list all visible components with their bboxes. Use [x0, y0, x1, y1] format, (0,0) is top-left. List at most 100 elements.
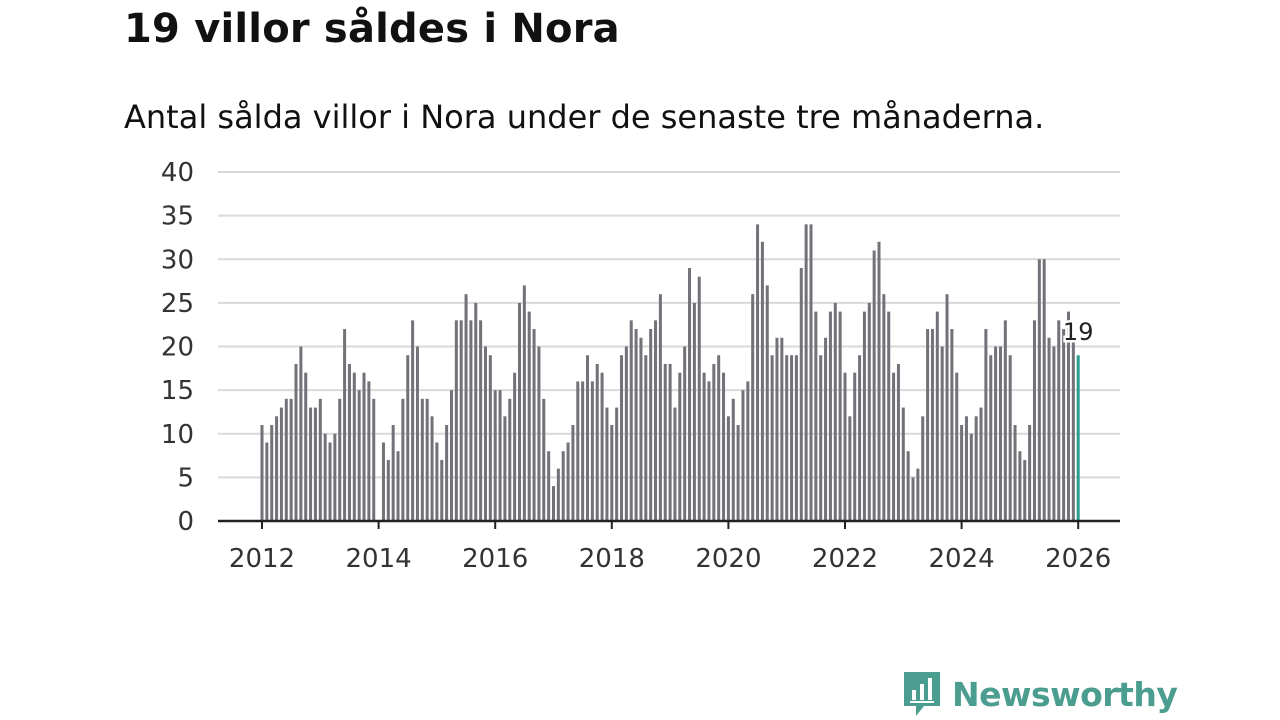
bar — [289, 398, 293, 521]
newsworthy-logo: Newsworthy — [902, 670, 1178, 718]
bar — [896, 363, 900, 521]
bar — [853, 372, 857, 521]
bar — [775, 337, 779, 521]
bar — [935, 311, 939, 521]
bar — [323, 433, 327, 521]
y-tick-label: 35 — [161, 202, 194, 232]
bar — [1066, 311, 1070, 521]
bar — [318, 398, 322, 521]
bar — [503, 416, 507, 521]
bar — [265, 442, 269, 521]
bar — [1042, 259, 1046, 521]
bar — [352, 372, 356, 521]
bar — [610, 425, 614, 521]
bar — [527, 311, 531, 521]
bar — [347, 363, 351, 521]
bar — [445, 425, 449, 521]
y-tick-label: 20 — [161, 333, 194, 363]
bar — [974, 416, 978, 521]
x-tick-label: 2026 — [1045, 544, 1111, 574]
bar — [401, 398, 405, 521]
bar — [537, 346, 541, 521]
bar — [1023, 459, 1027, 521]
chart-subtitle: Antal sålda villor i Nora under de senas… — [124, 98, 1045, 136]
bar — [624, 346, 628, 521]
bar — [581, 381, 585, 521]
bar — [833, 302, 837, 521]
bar — [799, 267, 803, 521]
bar — [576, 381, 580, 521]
y-tick-label: 10 — [161, 420, 194, 450]
bar — [435, 442, 439, 521]
bar — [760, 241, 764, 522]
x-tick-label: 2012 — [229, 544, 295, 574]
bar — [828, 311, 832, 521]
bar — [1028, 425, 1032, 521]
bar-chart: 0 5 10 15 20 25 30 35 40 2012 2014 2016 2018 2020 2022… — [161, 158, 1120, 574]
bar — [688, 267, 692, 521]
bar — [333, 433, 337, 521]
x-tick-label: 2020 — [695, 544, 761, 574]
bar — [930, 329, 934, 521]
bar — [420, 398, 424, 521]
bar — [673, 407, 677, 521]
bar — [911, 477, 915, 521]
bar — [270, 425, 274, 521]
bar — [260, 425, 264, 521]
bar — [425, 398, 429, 521]
bar — [459, 320, 463, 521]
bar — [658, 294, 662, 521]
bar — [449, 390, 453, 521]
bar — [926, 329, 930, 521]
y-tick-label: 25 — [161, 289, 194, 319]
bar — [542, 398, 546, 521]
bar — [955, 372, 959, 521]
bar — [717, 355, 721, 521]
highlight-label: 19 — [1063, 318, 1094, 346]
bar — [566, 442, 570, 521]
bar — [843, 372, 847, 521]
bar — [867, 302, 871, 521]
bar — [367, 381, 371, 521]
bar — [756, 224, 760, 521]
bar — [1003, 320, 1007, 521]
bar — [309, 407, 313, 521]
bar — [838, 311, 842, 521]
bar — [809, 224, 813, 521]
bar — [586, 355, 590, 521]
bar — [615, 407, 619, 521]
bar — [790, 355, 794, 521]
bar — [372, 398, 376, 521]
bar — [469, 320, 473, 521]
bar — [620, 355, 624, 521]
bar — [600, 372, 604, 521]
bar — [960, 425, 964, 521]
bar — [654, 320, 658, 521]
bar — [571, 425, 575, 521]
bar — [517, 302, 521, 521]
bar — [362, 372, 366, 521]
x-tick-label: 2022 — [812, 544, 878, 574]
bar — [1057, 320, 1061, 521]
bar — [1037, 259, 1041, 521]
bar — [989, 355, 993, 521]
bar — [1018, 451, 1022, 521]
bar — [916, 468, 920, 521]
bar — [692, 302, 696, 521]
bar — [702, 372, 706, 521]
bar — [940, 346, 944, 521]
y-tick-label: 15 — [161, 376, 194, 406]
bar — [479, 320, 483, 521]
bar — [964, 416, 968, 521]
bar — [396, 451, 400, 521]
y-tick-label: 40 — [161, 158, 194, 188]
newsworthy-logo-text: Newsworthy — [952, 674, 1178, 714]
bar — [678, 372, 682, 521]
bar — [697, 276, 701, 521]
bar — [877, 241, 881, 522]
bar — [644, 355, 648, 521]
bar — [556, 468, 560, 521]
bar — [1032, 320, 1036, 521]
bar — [430, 416, 434, 521]
bar — [736, 425, 740, 521]
